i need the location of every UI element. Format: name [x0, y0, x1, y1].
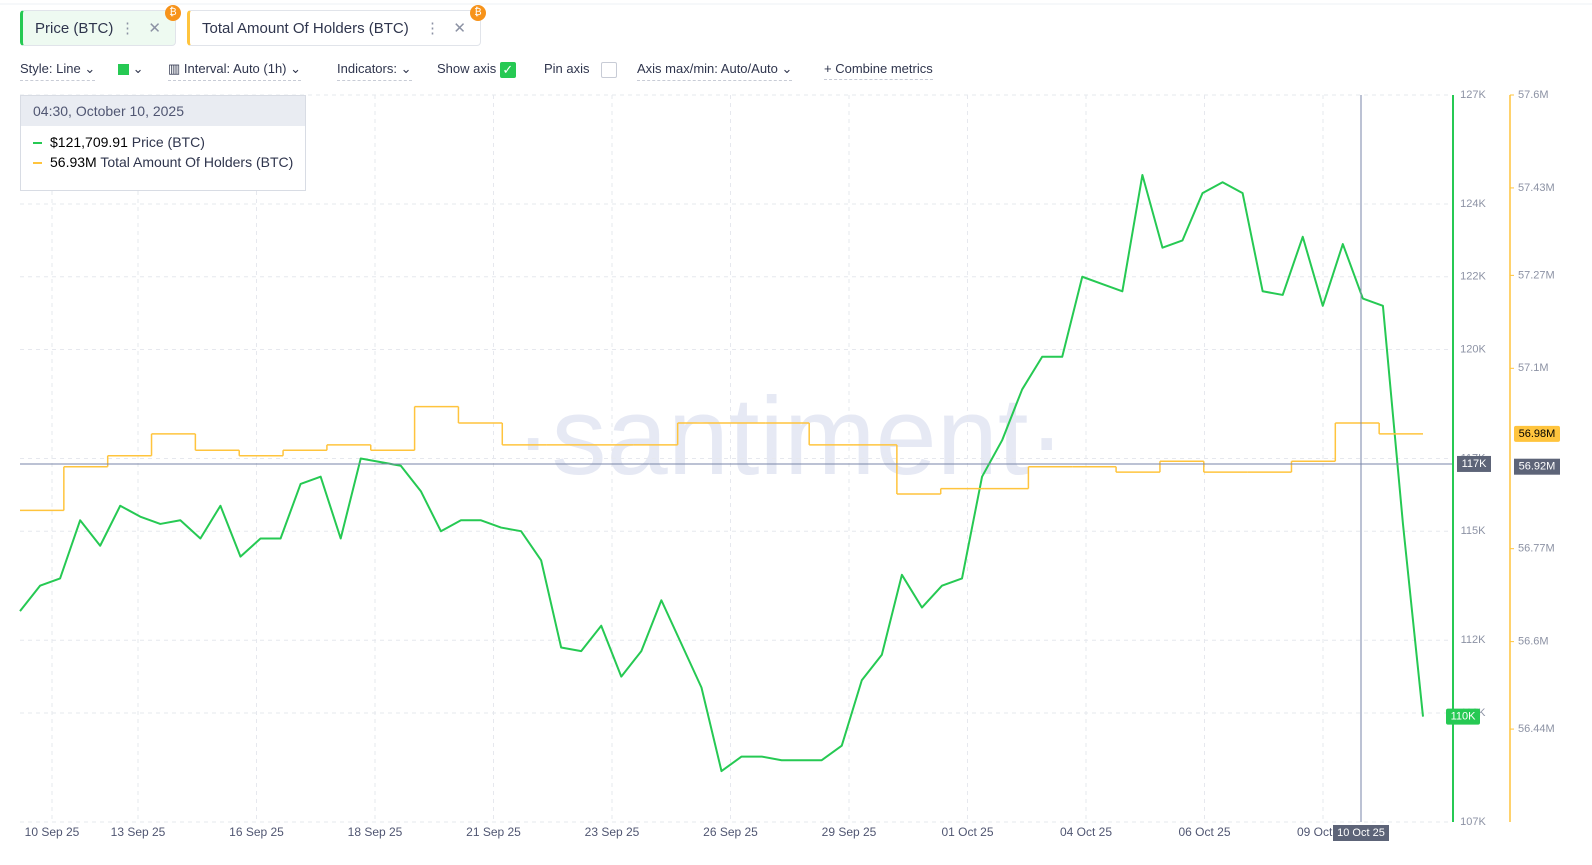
- y2-tick-label: 57.27M: [1518, 269, 1555, 281]
- x-tick-label: 10 Sep 25: [25, 825, 80, 839]
- tab-label: Price (BTC): [35, 19, 114, 37]
- last-value-badge: [1514, 425, 1560, 442]
- tooltip-date: 04:30, October 10, 2025: [21, 96, 305, 126]
- metric-tab[interactable]: Total Amount Of Holders (BTC) ⋮ ✕ ₿: [187, 5, 486, 46]
- label: Axis max/min: Auto/Auto: [637, 61, 778, 76]
- last-value-badge: [1446, 708, 1480, 725]
- x-tick-label: 04 Oct 25: [1060, 825, 1112, 839]
- close-icon[interactable]: ✕: [148, 20, 161, 37]
- y2-tick-label: 56.44M: [1518, 723, 1555, 735]
- y-tick-label: 120K: [1460, 343, 1486, 355]
- pin-axis[interactable]: Pin axis: [544, 61, 618, 81]
- label: Combine metrics: [835, 61, 933, 76]
- y-tick-label: 124K: [1460, 198, 1486, 210]
- price-line: [19, 173, 1424, 773]
- tooltip-value: 56.93M: [50, 154, 97, 170]
- x-tick-label: 21 Sep 25: [466, 825, 521, 839]
- crosshair-y2-label: 56.92M: [1519, 461, 1556, 473]
- metric-tab[interactable]: Price (BTC) ⋮ ✕ ₿: [20, 5, 181, 46]
- y-tick-label: 107K: [1460, 816, 1486, 828]
- crosshair-y2-badge: [1514, 458, 1560, 475]
- x-tick-label: 06 Oct 25: [1178, 825, 1230, 839]
- label: Style: Line: [20, 61, 81, 76]
- tooltip-name: Total Amount Of Holders (BTC): [100, 154, 294, 170]
- y2-tick-label: 57.1M: [1518, 362, 1549, 374]
- watermark: ·santiment·: [515, 375, 1065, 498]
- label: Interval: Auto (1h): [183, 61, 287, 76]
- x-tick-label: 18 Sep 25: [348, 825, 403, 839]
- crosshair-x-badge: [1333, 825, 1389, 841]
- crosshair-x-label: 10 Oct 25: [1337, 827, 1385, 839]
- label: Indicators:: [337, 61, 397, 76]
- y-tick-label: 127K: [1460, 89, 1486, 101]
- last-value-label: 110K: [1451, 710, 1477, 722]
- tooltip: 04:30, October 10, 2025 $121,709.91 Pric…: [20, 95, 306, 191]
- label: Pin axis: [544, 61, 590, 76]
- tab-label: Total Amount Of Holders (BTC): [202, 19, 409, 37]
- combine-metrics[interactable]: + Combine metrics: [824, 61, 933, 80]
- y-tick-label: 112K: [1461, 634, 1487, 646]
- x-tick-label: 26 Sep 25: [703, 825, 758, 839]
- y2-tick-label: 57.43M: [1518, 182, 1555, 194]
- crosshair-y-label: 117K: [1462, 458, 1488, 470]
- tooltip-value: $121,709.91: [50, 134, 128, 150]
- indicators-select[interactable]: Indicators: ⌄: [337, 61, 412, 81]
- show-axis[interactable]: Show axis ✓: [437, 61, 516, 81]
- x-tick-label: 23 Sep 25: [585, 825, 640, 839]
- menu-icon[interactable]: ⋮: [120, 20, 135, 37]
- x-tick-label: 01 Oct 25: [941, 825, 993, 839]
- y-tick-label: 115K: [1461, 525, 1487, 537]
- x-tick-label: 13 Sep 25: [111, 825, 166, 839]
- y2-tick-label: 57.6M: [1518, 89, 1549, 101]
- crosshair-y-badge: [1457, 455, 1491, 472]
- y2-tick-label: 56.6M: [1518, 636, 1549, 648]
- label: Show axis: [437, 61, 497, 76]
- y-tick-label: 122K: [1460, 271, 1486, 283]
- close-icon[interactable]: ✕: [453, 20, 466, 37]
- y2-tick-label: 56.77M: [1518, 543, 1555, 555]
- interval-select[interactable]: ▥ Interval: Auto (1h) ⌄: [168, 61, 302, 81]
- menu-icon[interactable]: ⋮: [425, 20, 440, 37]
- style-select[interactable]: Style: Line ⌄: [20, 61, 96, 81]
- axis-select[interactable]: Axis max/min: Auto/Auto ⌄: [637, 61, 793, 81]
- last-value-label: 56.98M: [1519, 428, 1556, 440]
- tooltip-name: Price (BTC): [131, 134, 205, 150]
- color-select[interactable]: ⌄: [118, 61, 144, 80]
- x-tick-label: 29 Sep 25: [822, 825, 877, 839]
- btc-icon: ₿: [165, 5, 181, 21]
- btc-icon: ₿: [470, 5, 486, 21]
- x-tick-label: 16 Sep 25: [229, 825, 284, 839]
